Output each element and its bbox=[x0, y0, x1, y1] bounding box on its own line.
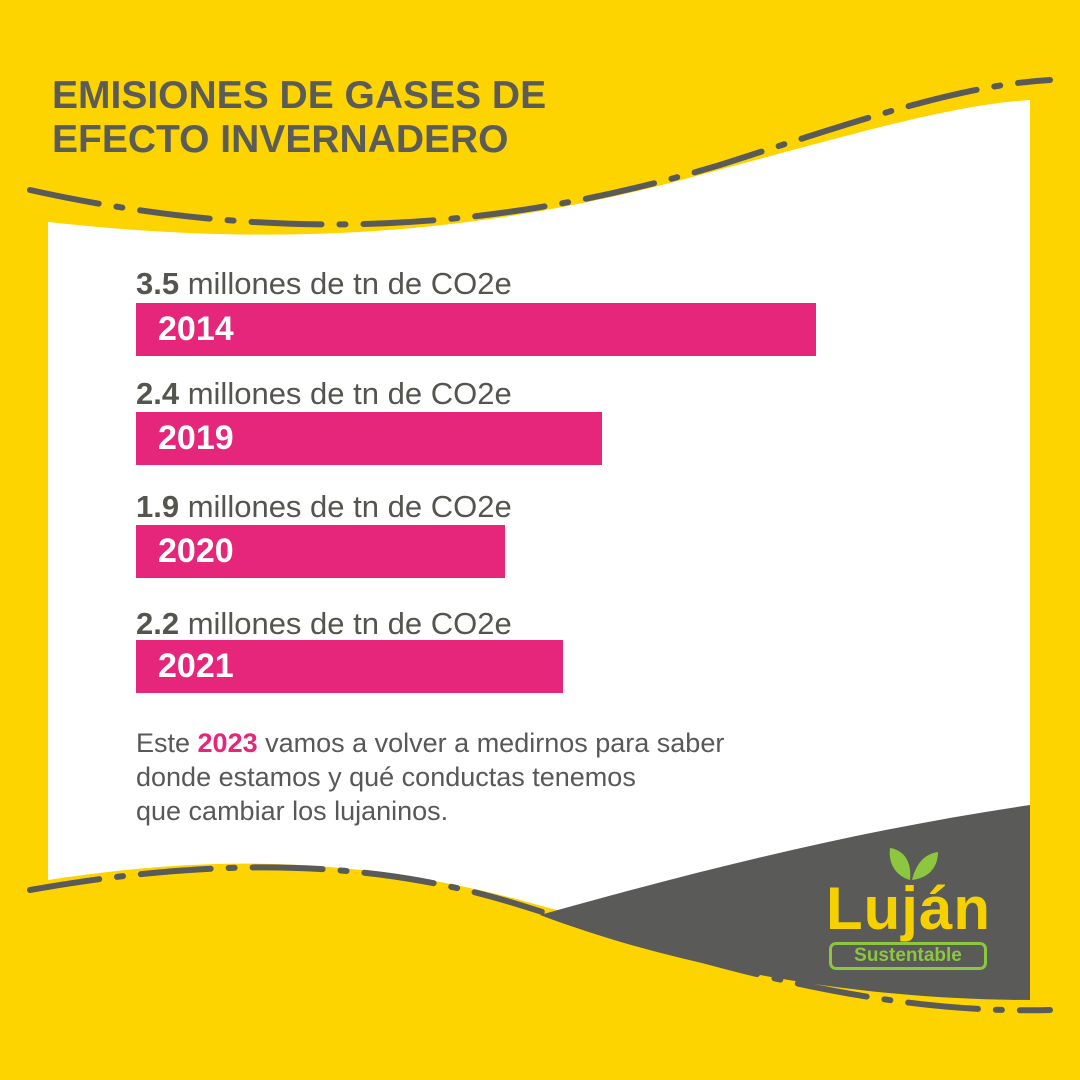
gray-panel bbox=[540, 805, 1030, 1000]
value-label: 2.2 millones de tn de CO2e bbox=[136, 606, 512, 642]
bar-2020: 2020 bbox=[136, 525, 505, 578]
page-title: EMISIONES DE GASES DE EFECTO INVERNADERO bbox=[52, 74, 546, 162]
category-label: 2019 bbox=[158, 419, 234, 457]
footnote-line-2: donde estamos y qué conductas tenemos bbox=[136, 762, 636, 792]
logo-main-text: Luján bbox=[826, 875, 991, 942]
footnote-line-1-rest: vamos a volver a medirnos para saber bbox=[257, 728, 725, 758]
bar-2021: 2021 bbox=[136, 640, 563, 693]
footnote-line-1: Este 2023 vamos a volver a medirnos para… bbox=[136, 726, 836, 760]
value-number: 3.5 bbox=[136, 266, 180, 301]
footnote-line-3: que cambiar los lujaninos. bbox=[136, 796, 449, 826]
top-dashed-wave bbox=[27, 77, 1053, 228]
title-line-2: EFECTO INVERNADERO bbox=[52, 118, 509, 161]
value-label: 1.9 millones de tn de CO2e bbox=[136, 489, 512, 525]
value-number: 2.4 bbox=[136, 376, 180, 411]
category-label: 2014 bbox=[158, 310, 234, 348]
lujan-sustentable-logo: Luján Sustentable bbox=[826, 842, 996, 982]
value-number: 2.2 bbox=[136, 606, 180, 641]
value-label: 3.5 millones de tn de CO2e bbox=[136, 266, 512, 302]
leaf-icon bbox=[889, 848, 938, 880]
bar-2019: 2019 bbox=[136, 412, 602, 465]
footnote: Este 2023 vamos a volver a medirnos para… bbox=[136, 726, 836, 828]
footnote-prefix: Este bbox=[136, 728, 198, 758]
category-label: 2020 bbox=[158, 532, 234, 570]
value-label: 2.4 millones de tn de CO2e bbox=[136, 376, 512, 412]
value-unit: millones de tn de CO2e bbox=[179, 489, 512, 524]
logo-sub-text: Sustentable bbox=[829, 942, 987, 970]
value-unit: millones de tn de CO2e bbox=[179, 266, 512, 301]
value-unit: millones de tn de CO2e bbox=[179, 606, 512, 641]
bottom-dashed-wave bbox=[27, 864, 1053, 1014]
category-label: 2021 bbox=[158, 647, 234, 685]
value-unit: millones de tn de CO2e bbox=[179, 376, 512, 411]
bar-2014: 2014 bbox=[136, 303, 816, 356]
footnote-year-highlight: 2023 bbox=[197, 728, 258, 758]
value-number: 1.9 bbox=[136, 489, 180, 524]
title-line-1: EMISIONES DE GASES DE bbox=[52, 74, 547, 117]
